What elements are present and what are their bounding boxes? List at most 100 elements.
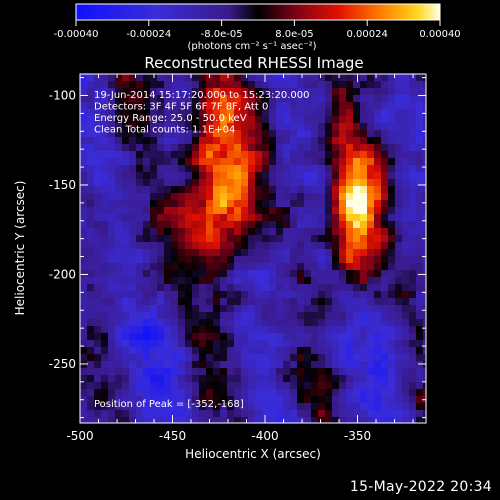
heatmap-cell	[248, 256, 255, 263]
heatmap-cell	[192, 375, 199, 382]
heatmap-cell	[255, 333, 262, 340]
heatmap-cell	[395, 81, 402, 88]
heatmap-cell	[241, 263, 248, 270]
heatmap-cell	[332, 354, 339, 361]
colorbar-tick-label: 8.0e-05	[275, 29, 313, 40]
heatmap-cell	[360, 298, 367, 305]
heatmap-cell	[283, 319, 290, 326]
heatmap-cell	[122, 144, 129, 151]
heatmap-cell	[115, 158, 122, 165]
heatmap-cell	[171, 144, 178, 151]
heatmap-cell	[206, 179, 213, 186]
heatmap-cell	[143, 340, 150, 347]
heatmap-cell	[227, 277, 234, 284]
heatmap-cell	[220, 172, 227, 179]
heatmap-cell	[234, 242, 241, 249]
heatmap-cell	[269, 158, 276, 165]
heatmap-cell	[360, 123, 367, 130]
heatmap-cell	[339, 193, 346, 200]
heatmap-cell	[150, 228, 157, 235]
heatmap-cell	[381, 193, 388, 200]
heatmap-cell	[283, 410, 290, 417]
heatmap-cell	[94, 235, 101, 242]
heatmap-cell	[185, 396, 192, 403]
heatmap-cell	[416, 361, 423, 368]
heatmap-cell	[185, 95, 192, 102]
heatmap-cell	[381, 256, 388, 263]
heatmap-cell	[122, 319, 129, 326]
heatmap-cell	[262, 375, 269, 382]
heatmap-cell	[101, 109, 108, 116]
heatmap-cell	[416, 81, 423, 88]
heatmap-cell	[143, 144, 150, 151]
heatmap-cell	[353, 368, 360, 375]
heatmap-cell	[381, 417, 388, 423]
heatmap-cell	[416, 165, 423, 172]
heatmap-cell	[360, 270, 367, 277]
heatmap-cell	[80, 123, 87, 130]
heatmap-cell	[255, 200, 262, 207]
heatmap-cell	[318, 193, 325, 200]
heatmap-cell	[409, 158, 416, 165]
heatmap-cell	[206, 165, 213, 172]
heatmap-cell	[388, 326, 395, 333]
heatmap-cell	[227, 403, 234, 410]
heatmap-cell	[381, 221, 388, 228]
heatmap-cell	[374, 333, 381, 340]
heatmap-cell	[101, 95, 108, 102]
heatmap-cell	[423, 389, 426, 396]
heatmap-cell	[206, 130, 213, 137]
heatmap-cell	[80, 172, 87, 179]
heatmap-cell	[262, 81, 269, 88]
heatmap-cell	[234, 214, 241, 221]
heatmap-cell	[416, 263, 423, 270]
heatmap-cell	[80, 88, 87, 95]
heatmap-cell	[220, 242, 227, 249]
heatmap-cell	[199, 207, 206, 214]
heatmap-cell	[409, 242, 416, 249]
heatmap-cell	[178, 186, 185, 193]
heatmap-cell	[367, 361, 374, 368]
heatmap-cell	[185, 249, 192, 256]
heatmap-cell	[304, 200, 311, 207]
heatmap-cell	[311, 333, 318, 340]
heatmap-cell	[234, 200, 241, 207]
heatmap-cell	[262, 284, 269, 291]
heatmap-cell	[290, 74, 297, 81]
heatmap-cell	[304, 137, 311, 144]
heatmap-cell	[192, 200, 199, 207]
heatmap-cell	[213, 109, 220, 116]
heatmap-cell	[199, 319, 206, 326]
heatmap-cell	[192, 102, 199, 109]
heatmap-cell	[220, 186, 227, 193]
heatmap-cell	[276, 214, 283, 221]
heatmap-cell	[185, 270, 192, 277]
heatmap-cell	[360, 375, 367, 382]
heatmap-cell	[381, 347, 388, 354]
heatmap-cell	[276, 340, 283, 347]
heatmap-cell	[423, 116, 426, 123]
heatmap-cell	[374, 403, 381, 410]
heatmap-cell	[213, 235, 220, 242]
heatmap-cell	[388, 333, 395, 340]
heatmap-cell	[304, 340, 311, 347]
heatmap-cell	[360, 249, 367, 256]
heatmap-cell	[129, 368, 136, 375]
heatmap-cell	[402, 235, 409, 242]
heatmap-cell	[269, 137, 276, 144]
heatmap-cell	[388, 158, 395, 165]
heatmap-cell	[220, 109, 227, 116]
heatmap-cell	[122, 347, 129, 354]
heatmap-cell	[94, 179, 101, 186]
heatmap-cell	[206, 235, 213, 242]
heatmap-cell	[283, 375, 290, 382]
heatmap-cell	[178, 137, 185, 144]
heatmap-cell	[101, 151, 108, 158]
heatmap-cell	[423, 361, 426, 368]
heatmap-cell	[304, 207, 311, 214]
heatmap-cell	[304, 249, 311, 256]
heatmap-cell	[276, 116, 283, 123]
heatmap-cell	[192, 109, 199, 116]
heatmap-cell	[346, 354, 353, 361]
heatmap-cell	[234, 382, 241, 389]
